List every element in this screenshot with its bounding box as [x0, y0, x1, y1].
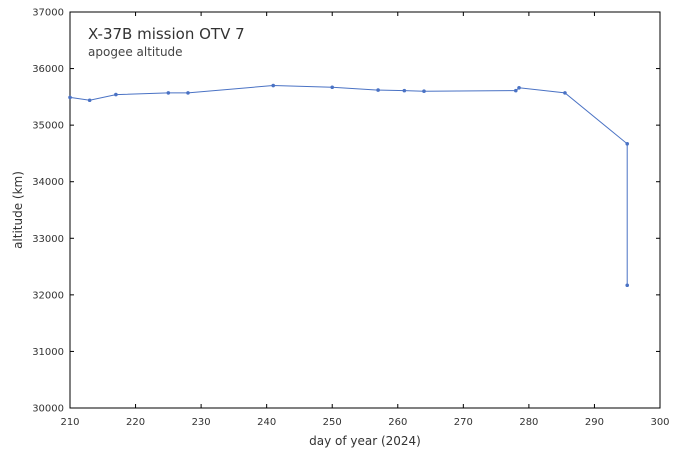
- y-tick-label: 34000: [32, 177, 64, 188]
- x-axis-label: day of year (2024): [309, 434, 421, 448]
- data-point: [422, 89, 426, 93]
- x-tick-label: 300: [650, 417, 669, 428]
- y-tick-label: 35000: [32, 121, 64, 132]
- data-point: [376, 88, 380, 92]
- x-tick-label: 280: [519, 417, 538, 428]
- y-tick-label: 36000: [32, 64, 64, 75]
- data-point: [68, 95, 72, 100]
- y-axis-label: altitude (km): [11, 171, 25, 249]
- y-tick-label: 31000: [32, 347, 64, 358]
- y-tick-label: 32000: [32, 290, 64, 301]
- series-layer: [68, 83, 630, 288]
- data-point: [87, 98, 92, 103]
- x-tick-label: 260: [388, 417, 407, 428]
- x-axis-ticks: 210 220 230 240 250 260 270 280 290 300: [60, 12, 670, 428]
- x-tick-label: 230: [192, 417, 211, 428]
- data-point: [513, 88, 518, 93]
- x-tick-label: 240: [257, 417, 276, 428]
- y-axis-ticks: 30000 31000 32000 33000 34000 35000 36000 37000: [32, 8, 660, 415]
- x-tick-label: 250: [323, 417, 342, 428]
- y-tick-label: 33000: [32, 234, 64, 245]
- data-point: [330, 85, 335, 90]
- data-point: [114, 92, 118, 97]
- x-tick-label: 210: [60, 417, 79, 428]
- plot-area: [69, 11, 661, 409]
- y-tick-label: 30000: [32, 404, 64, 415]
- data-point: [517, 86, 521, 90]
- chart-subtitle: apogee altitude: [88, 45, 183, 59]
- x-tick-label: 270: [454, 417, 473, 428]
- chart-title: X-37B mission OTV 7: [88, 25, 245, 43]
- data-point: [563, 91, 567, 95]
- data-point: [625, 283, 630, 288]
- x-tick-label: 220: [126, 417, 145, 428]
- data-point: [186, 91, 190, 95]
- data-point: [625, 142, 630, 146]
- y-tick-label: 37000: [32, 8, 64, 19]
- x-tick-label: 290: [585, 417, 604, 428]
- data-point: [271, 83, 276, 88]
- data-point: [166, 91, 171, 95]
- data-point: [402, 88, 407, 93]
